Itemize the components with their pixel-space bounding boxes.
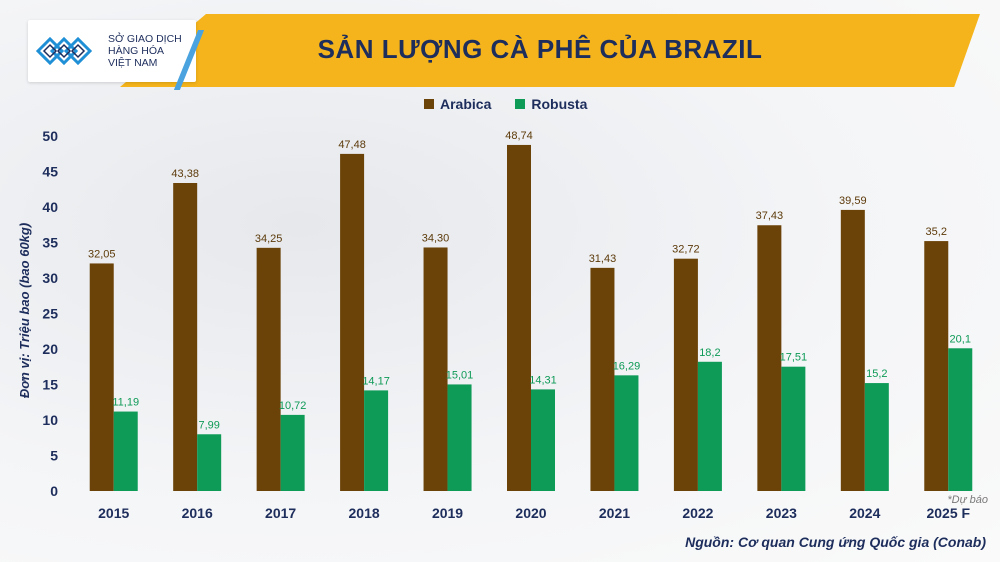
x-tick-label: 2022 [682, 505, 713, 521]
x-tick-label: 2024 [849, 505, 880, 521]
legend-swatch-arabica [424, 99, 434, 109]
y-tick-label: 20 [42, 341, 58, 357]
bar-robusta [781, 366, 806, 491]
legend-swatch-robusta [515, 99, 526, 109]
y-tick-label: 10 [42, 412, 58, 428]
bar-robusta [948, 348, 973, 491]
bar-robusta [280, 414, 305, 491]
data-label-robusta: 14,31 [529, 374, 557, 386]
logo: SỞ GIAO DỊCH HÀNG HÓA VIỆT NAM [28, 20, 196, 82]
data-label-robusta: 15,01 [446, 369, 474, 381]
y-tick-label: 40 [42, 199, 58, 215]
data-label-arabica: 32,05 [88, 248, 116, 260]
data-label-arabica: 35,2 [926, 226, 947, 238]
logo-line-2: HÀNG HÓA [108, 45, 165, 57]
x-tick-label: 2016 [182, 505, 213, 521]
source-note: Nguồn: Cơ quan Cung ứng Quốc gia (Conab) [685, 534, 986, 550]
bar-robusta [364, 390, 389, 491]
data-label-arabica: 47,48 [338, 139, 366, 151]
bar-arabica [89, 263, 114, 491]
data-label-robusta: 17,51 [780, 352, 808, 364]
bar-arabica [673, 258, 698, 491]
bar-robusta [614, 375, 639, 491]
logo-line-1: SỞ GIAO DỊCH [108, 33, 182, 45]
data-label-arabica: 34,25 [255, 233, 283, 245]
data-label-robusta: 10,72 [279, 400, 307, 412]
logo-line-3: VIỆT NAM [108, 57, 158, 69]
data-label-arabica: 48,74 [505, 130, 533, 142]
data-label-arabica: 37,43 [756, 210, 784, 222]
data-label-arabica: 43,38 [171, 168, 199, 180]
legend-item-arabica: Arabica [424, 96, 491, 112]
data-label-arabica: 39,59 [839, 195, 867, 207]
x-tick-label: 2019 [432, 505, 463, 521]
bar-arabica [924, 241, 949, 491]
data-label-robusta: 18,2 [699, 347, 720, 359]
bar-arabica [507, 144, 531, 492]
x-tick-label: 2015 [98, 505, 129, 521]
data-label-robusta: 20,1 [950, 333, 971, 345]
page-title: SẢN LƯỢNG CÀ PHÊ CỦA BRAZIL [317, 33, 763, 64]
logo-mark-icon [35, 36, 93, 66]
y-tick-label: 35 [42, 235, 58, 251]
x-tick-label: 2021 [599, 505, 630, 521]
data-label-arabica: 32,72 [672, 244, 700, 256]
y-tick-label: 5 [50, 448, 58, 464]
x-tick-label: 2020 [515, 505, 546, 521]
data-label-arabica: 34,30 [422, 232, 450, 244]
forecast-note: *Dự báo [947, 494, 988, 506]
bar-robusta [864, 383, 889, 491]
bar-arabica [757, 225, 782, 491]
y-tick-label: 50 [42, 128, 58, 144]
data-label-arabica: 31,43 [589, 253, 617, 265]
y-tick-label: 25 [42, 306, 58, 322]
data-label-robusta: 11,19 [112, 397, 139, 409]
bar-arabica [256, 247, 281, 491]
data-label-robusta: 14,17 [362, 375, 390, 387]
x-tick-label: 2018 [349, 505, 380, 521]
y-tick-label: 15 [42, 377, 58, 393]
data-label-robusta: 16,29 [613, 360, 641, 372]
logo-text: SỞ GIAO DỊCH HÀNG HÓA VIỆT NAM [108, 33, 182, 69]
bar-robusta [531, 389, 555, 491]
x-tick-label: 2017 [265, 505, 296, 521]
chart-legend: Arabica Robusta [424, 96, 587, 112]
bar-arabica [840, 209, 865, 491]
y-tick-label: 0 [50, 483, 58, 499]
legend-item-robusta: Robusta [515, 96, 587, 112]
bar-robusta [197, 434, 222, 491]
legend-label-arabica: Arabica [440, 96, 492, 112]
title-banner [120, 14, 980, 87]
x-tick-label: 2023 [766, 505, 797, 521]
y-tick-label: 45 [42, 164, 58, 180]
x-tick-label: 2025 F [926, 505, 970, 521]
data-label-robusta: 7,99 [198, 419, 219, 431]
bar-arabica [340, 153, 365, 491]
bar-arabica [423, 247, 448, 491]
data-label-robusta: 15,2 [866, 368, 887, 380]
bar-arabica [173, 183, 198, 491]
y-tick-label: 30 [42, 270, 58, 286]
bar-robusta [697, 361, 722, 491]
bar-arabica [590, 267, 615, 491]
legend-label-robusta: Robusta [531, 96, 588, 112]
bar-robusta [447, 384, 472, 491]
bar-robusta [113, 411, 138, 491]
